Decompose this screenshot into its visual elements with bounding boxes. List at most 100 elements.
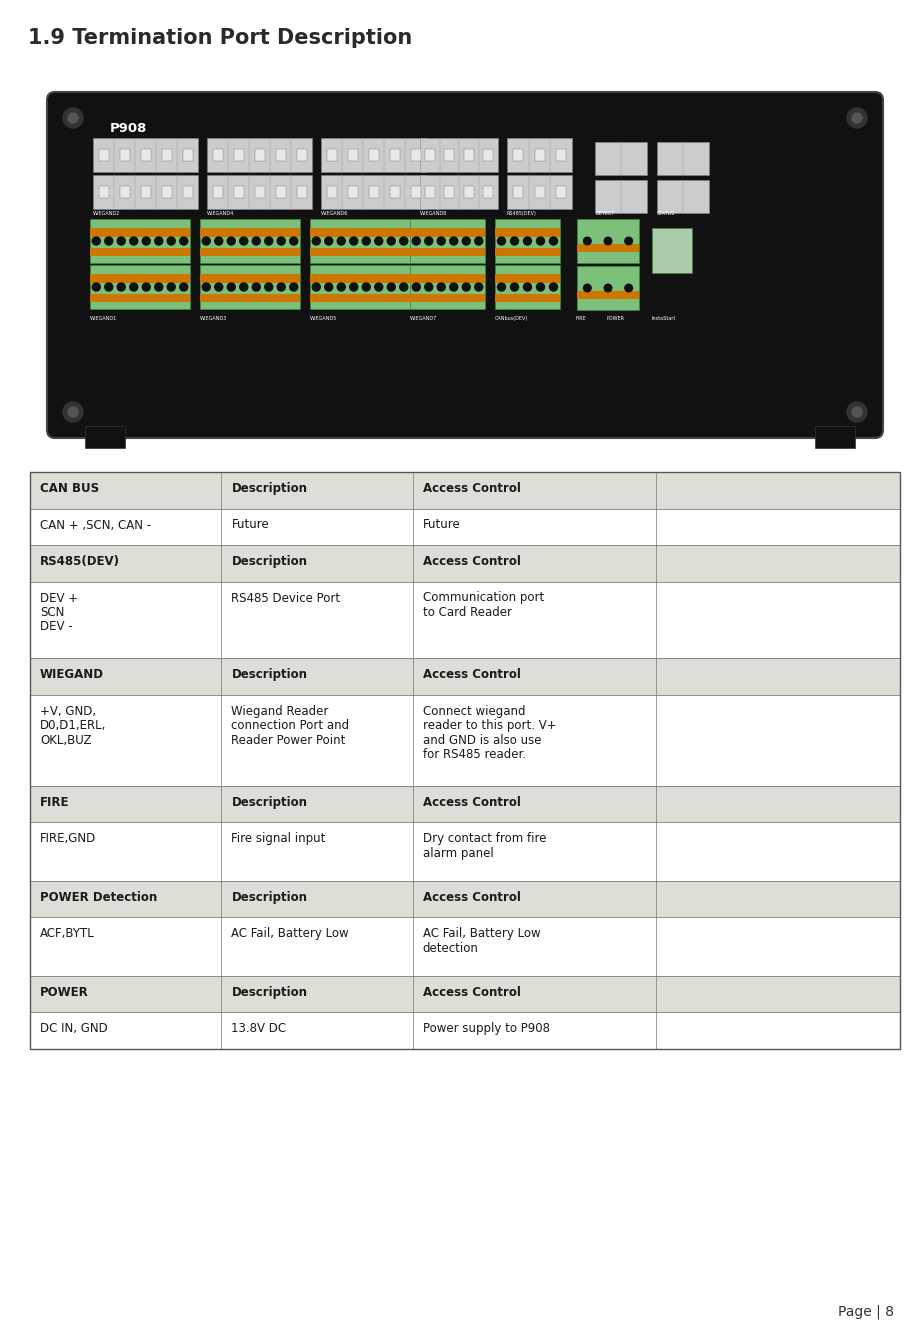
Bar xyxy=(297,149,306,161)
Bar xyxy=(200,274,300,283)
Circle shape xyxy=(362,283,371,291)
Text: 1.9 Termination Port Description: 1.9 Termination Port Description xyxy=(28,28,412,48)
Bar xyxy=(556,186,566,198)
Circle shape xyxy=(374,237,383,245)
Bar xyxy=(233,149,243,161)
Circle shape xyxy=(68,113,78,123)
Circle shape xyxy=(167,283,175,291)
Bar xyxy=(30,658,900,695)
Text: POWER Detection: POWER Detection xyxy=(40,890,158,904)
Bar xyxy=(535,186,545,198)
Text: Communication port: Communication port xyxy=(423,591,544,605)
Circle shape xyxy=(437,237,445,245)
Text: ACF,BYTL: ACF,BYTL xyxy=(40,927,95,940)
Bar xyxy=(161,149,171,161)
Bar xyxy=(410,228,485,236)
Bar xyxy=(410,274,485,283)
Circle shape xyxy=(462,283,470,291)
Circle shape xyxy=(604,237,612,245)
Bar xyxy=(207,174,312,209)
Bar xyxy=(93,138,198,172)
Circle shape xyxy=(550,283,558,291)
Bar xyxy=(577,219,639,263)
Bar xyxy=(577,266,639,310)
Bar xyxy=(595,180,647,213)
Bar xyxy=(140,186,150,198)
Bar xyxy=(30,786,900,822)
Circle shape xyxy=(142,283,150,291)
Bar xyxy=(348,186,358,198)
Circle shape xyxy=(68,408,78,417)
Text: CAN + ,SCN, CAN -: CAN + ,SCN, CAN - xyxy=(40,519,151,531)
Text: Dry contact from fire: Dry contact from fire xyxy=(423,833,547,845)
Text: Access Control: Access Control xyxy=(423,986,521,999)
Circle shape xyxy=(180,283,188,291)
Bar xyxy=(30,822,900,881)
Bar xyxy=(577,291,639,299)
Text: connection Port and: connection Port and xyxy=(231,719,349,732)
Text: Description: Description xyxy=(231,986,307,999)
Bar xyxy=(369,186,379,198)
Circle shape xyxy=(215,283,223,291)
Circle shape xyxy=(337,283,345,291)
Bar xyxy=(495,219,560,263)
Circle shape xyxy=(847,109,867,127)
Text: Fire signal input: Fire signal input xyxy=(231,833,325,845)
Circle shape xyxy=(604,284,612,292)
Text: detection: detection xyxy=(423,941,479,955)
Text: WIEGAND8: WIEGAND8 xyxy=(420,211,447,216)
Bar xyxy=(297,186,306,198)
Text: Power supply to P908: Power supply to P908 xyxy=(423,1022,550,1035)
Text: AC Fail, Battery Low: AC Fail, Battery Low xyxy=(423,927,540,940)
Bar xyxy=(535,149,545,161)
Text: Description: Description xyxy=(231,481,307,495)
Bar xyxy=(30,472,900,1049)
Text: WIEGAND: WIEGAND xyxy=(40,668,104,681)
Circle shape xyxy=(511,237,518,245)
Bar xyxy=(93,174,198,209)
Bar xyxy=(495,294,560,303)
Circle shape xyxy=(313,283,320,291)
Circle shape xyxy=(852,113,862,123)
Bar xyxy=(212,186,222,198)
Circle shape xyxy=(400,237,408,245)
Circle shape xyxy=(625,237,632,245)
Bar xyxy=(326,186,337,198)
Bar xyxy=(495,228,560,236)
Bar xyxy=(464,149,474,161)
Circle shape xyxy=(63,402,83,422)
Circle shape xyxy=(105,283,112,291)
Circle shape xyxy=(265,237,273,245)
Bar xyxy=(495,266,560,308)
Circle shape xyxy=(462,237,470,245)
Bar xyxy=(556,149,566,161)
Bar xyxy=(577,244,639,252)
Bar xyxy=(310,219,410,263)
Text: AC Fail, Battery Low: AC Fail, Battery Low xyxy=(231,927,349,940)
Circle shape xyxy=(537,237,545,245)
Text: for RS485 reader.: for RS485 reader. xyxy=(423,748,526,762)
Bar xyxy=(348,149,358,161)
Circle shape xyxy=(511,283,518,291)
Bar xyxy=(276,149,286,161)
Bar xyxy=(410,248,485,256)
Bar xyxy=(310,274,410,283)
Circle shape xyxy=(278,283,285,291)
Bar xyxy=(595,142,647,174)
Circle shape xyxy=(349,283,358,291)
Text: alarm panel: alarm panel xyxy=(423,848,493,860)
Text: Description: Description xyxy=(231,797,307,809)
Circle shape xyxy=(92,237,100,245)
Circle shape xyxy=(290,283,298,291)
Bar xyxy=(321,174,426,209)
Bar xyxy=(420,174,498,209)
Text: reader to this port. V+: reader to this port. V+ xyxy=(423,719,556,732)
Circle shape xyxy=(524,237,531,245)
Circle shape xyxy=(450,283,457,291)
Bar xyxy=(495,274,560,283)
Circle shape xyxy=(155,283,163,291)
Text: WIEGAND5: WIEGAND5 xyxy=(310,316,337,320)
Text: WIEGAND6: WIEGAND6 xyxy=(321,211,349,216)
Text: POWER: POWER xyxy=(607,316,625,320)
Bar xyxy=(30,917,900,976)
